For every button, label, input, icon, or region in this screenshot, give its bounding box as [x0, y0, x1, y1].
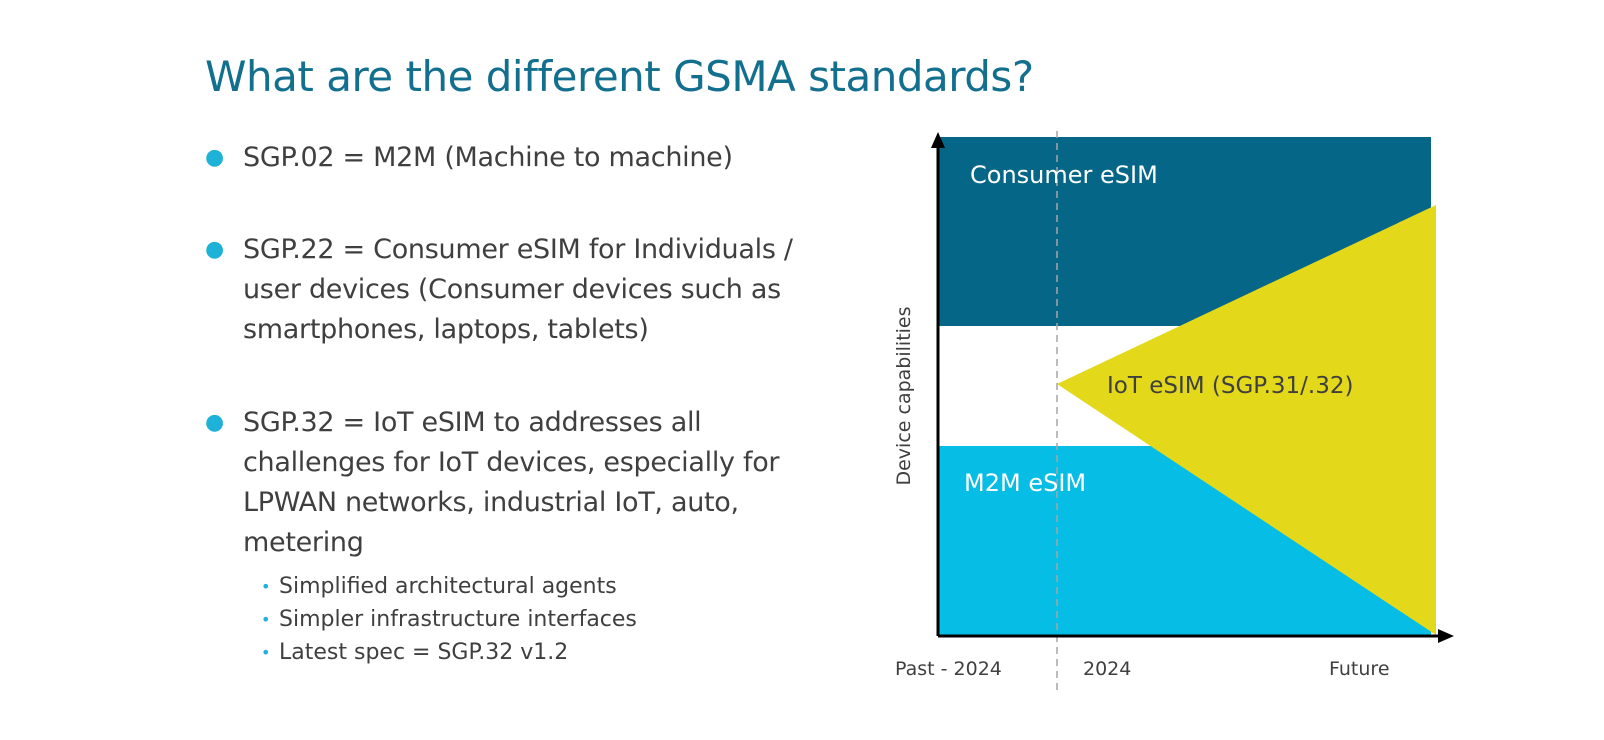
bullet-dot-icon: ●: [205, 237, 225, 262]
y-axis-label: Device capabilities: [893, 306, 915, 485]
bullet-sgp02: ● SGP.02 = M2M (Machine to machine): [205, 138, 845, 178]
y-axis-arrow-icon: [931, 132, 945, 148]
sub-bullet-text: Simplified architectural agents: [279, 574, 617, 599]
sub-bullet-list: • Simplified architectural agents • Simp…: [261, 570, 637, 669]
x-tick-past: Past - 2024: [895, 658, 1002, 680]
m2m-esim-label: M2M eSIM: [964, 469, 1086, 497]
sub-bullet-text: Simpler infrastructure interfaces: [279, 607, 637, 632]
bullet-dot-icon: ●: [205, 410, 225, 435]
sub-bullet-dot-icon: •: [261, 577, 271, 596]
sub-bullet-item: • Latest spec = SGP.32 v1.2: [261, 636, 637, 669]
sub-bullet-dot-icon: •: [261, 610, 271, 629]
x-tick-future: Future: [1329, 658, 1390, 680]
sub-bullet-item: • Simpler infrastructure interfaces: [261, 603, 637, 636]
sub-bullet-dot-icon: •: [261, 643, 271, 662]
sub-bullet-item: • Simplified architectural agents: [261, 570, 637, 603]
consumer-esim-label: Consumer eSIM: [970, 161, 1158, 189]
sub-bullet-text: Latest spec = SGP.32 v1.2: [279, 640, 569, 665]
x-axis-arrow-icon: [1438, 629, 1454, 643]
bullet-text: SGP.02 = M2M (Machine to machine): [243, 142, 733, 173]
x-tick-2024: 2024: [1083, 658, 1131, 680]
bullet-dot-icon: ●: [205, 145, 225, 170]
bullet-text: SGP.22 = Consumer eSIM for Individuals /…: [243, 234, 793, 345]
bullet-sgp32: ● SGP.32 = IoT eSIM to addresses all cha…: [205, 403, 845, 563]
iot-esim-label: IoT eSIM (SGP.31/.32): [1107, 373, 1353, 399]
bullet-text: SGP.32 = IoT eSIM to addresses all chall…: [243, 407, 780, 558]
iot-esim-wedge: [1057, 205, 1436, 635]
bullet-sgp22: ● SGP.22 = Consumer eSIM for Individuals…: [205, 230, 845, 350]
slide-title: What are the different GSMA standards?: [205, 52, 1034, 101]
